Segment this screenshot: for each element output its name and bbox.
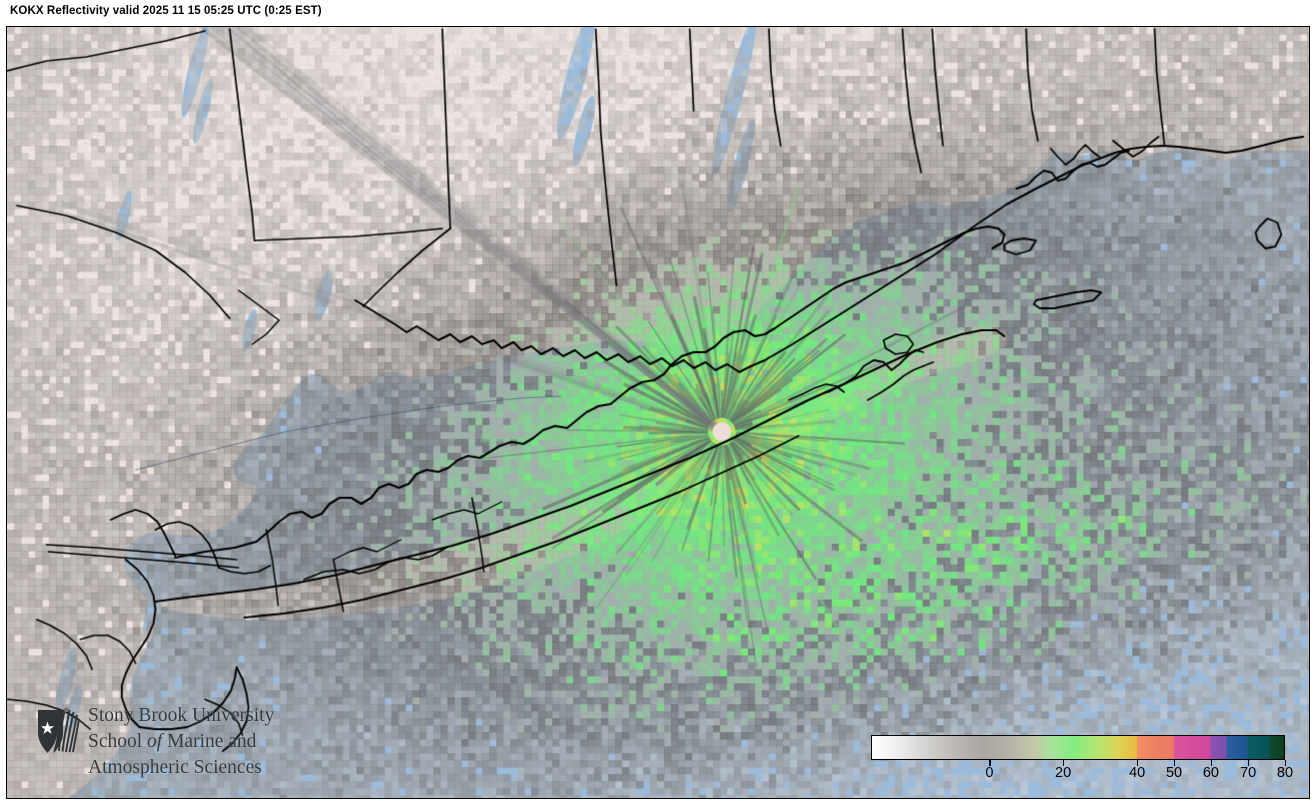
colorbar-ticks <box>871 760 1287 766</box>
colorbar-tick <box>989 760 991 766</box>
colorbar-tick-label: 50 <box>1165 765 1183 781</box>
colorbar-tick-label: 80 <box>1276 765 1294 781</box>
colorbar-tick-label: 40 <box>1129 765 1146 781</box>
colorbar-tick-label: 70 <box>1240 765 1257 781</box>
radar-map-panel[interactable] <box>6 26 1310 799</box>
colorbar-tick-label: 0 <box>985 765 994 781</box>
colorbar-gradient <box>872 736 1284 759</box>
colorbar-tick-label: 60 <box>1202 765 1219 781</box>
colorbar-strip[interactable] <box>871 735 1285 760</box>
colorbar-tick <box>1174 760 1176 766</box>
colorbar-tick <box>1137 760 1139 766</box>
colorbar-tick-labels: 0 20 40 50 60 70 80 <box>871 765 1293 785</box>
colorbar-tick <box>1063 760 1065 766</box>
radar-map-canvas[interactable] <box>7 27 1309 798</box>
reflectivity-colorbar[interactable]: 0 20 40 50 60 70 80 <box>871 735 1293 787</box>
colorbar-tick-label: 20 <box>1055 765 1072 781</box>
colorbar-tick <box>1210 760 1213 766</box>
colorbar-tick <box>1248 760 1250 766</box>
page-title: KOKX Reflectivity valid 2025 11 15 05:25… <box>10 5 322 17</box>
colorbar-tick <box>1285 760 1287 766</box>
